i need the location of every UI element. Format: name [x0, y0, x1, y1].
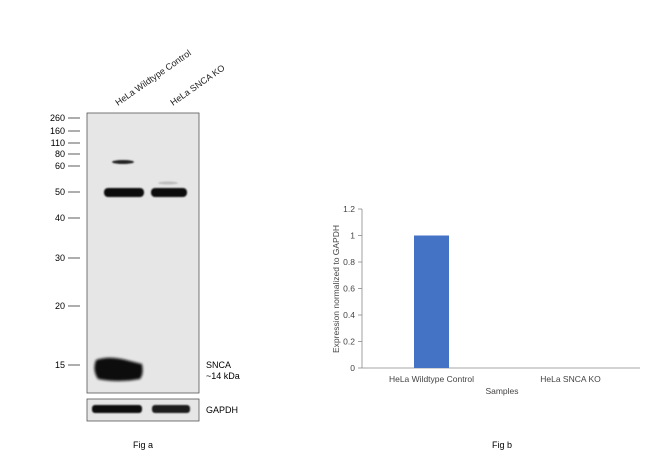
fig-b-caption: Fig b: [492, 440, 512, 450]
marker-50: 50: [55, 187, 65, 197]
band-gapdh-wildtype: [92, 405, 142, 413]
marker-40: 40: [55, 213, 65, 223]
y-tick-label: 0.4: [343, 310, 355, 320]
blot-membrane: [86, 112, 200, 394]
lane-label-ko: HeLa SNCA KO: [168, 63, 226, 108]
bar-chart-panel: 00.20.40.60.811.2 HeLa Wildtype Control H…: [331, 204, 640, 450]
marker-60: 60: [55, 161, 65, 171]
marker-30: 30: [55, 253, 65, 263]
western-blot-panel: HeLa Wildtype Control HeLa SNCA KO 260 1…: [50, 48, 240, 450]
band-faint-ko: [158, 181, 178, 185]
band-80kda-wildtype: [112, 160, 134, 164]
y-tick-label: 1.2: [343, 204, 355, 214]
marker-260: 260: [50, 113, 65, 123]
band-50kda-ko: [151, 188, 187, 197]
marker-110: 110: [51, 138, 65, 148]
x-category-label: HeLa Wildtype Control: [389, 374, 474, 384]
snca-mw-label: ~14 kDa: [206, 371, 240, 381]
marker-15: 15: [55, 360, 65, 370]
band-50kda-wildtype: [104, 188, 144, 197]
y-tick-label: 0.8: [343, 257, 355, 267]
marker-80: 80: [55, 149, 65, 159]
y-tick-label: 0.2: [343, 337, 355, 347]
band-gapdh-ko: [152, 405, 190, 413]
y-tick-label: 1: [350, 231, 355, 241]
gapdh-membrane: [86, 398, 200, 422]
y-tick-label: 0.6: [343, 284, 355, 294]
bars: [414, 235, 449, 368]
marker-20: 20: [55, 301, 65, 311]
bar-wildtype: [414, 235, 449, 368]
y-tick-labels: 0 0.2 0.4 0.6 0.8 1 1.2: [343, 204, 362, 373]
band-snca-wildtype: [94, 357, 143, 381]
gapdh-label: GAPDH: [206, 405, 238, 415]
x-axis-title: Samples: [485, 386, 518, 396]
y-tick-label: 0: [350, 363, 355, 373]
x-category-label: HeLa SNCA KO: [540, 374, 601, 384]
marker-160: 160: [50, 126, 65, 136]
fig-a-caption: Fig a: [133, 440, 153, 450]
x-tick-labels: HeLa Wildtype Control HeLa SNCA KO: [389, 374, 601, 384]
y-axis-title: Expression normalized to GAPDH: [331, 225, 341, 353]
marker-ladder: 260 160 110 80 60 50 40 30 20 15: [50, 113, 80, 370]
snca-label: SNCA: [206, 360, 231, 370]
